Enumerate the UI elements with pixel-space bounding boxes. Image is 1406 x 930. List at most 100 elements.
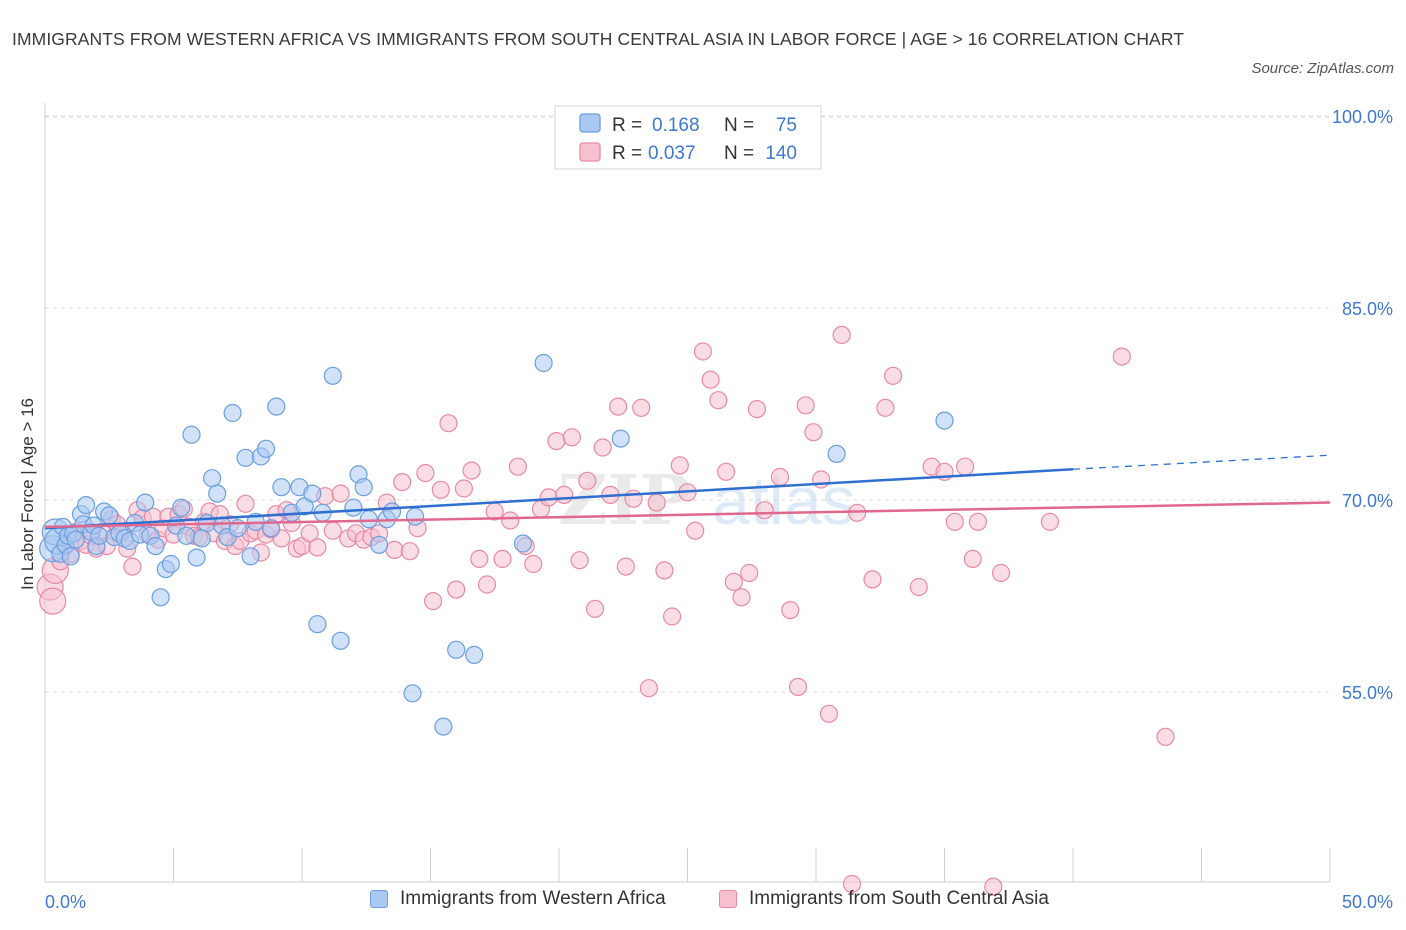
axis-layer: 55.0% 70.0% 85.0% 100.0%: [44, 103, 1393, 883]
point-south-central-asia: [501, 511, 520, 530]
point-south-central-asia: [236, 494, 255, 513]
point-south-central-asia: [639, 679, 659, 698]
point-south-central-asia: [724, 572, 743, 592]
legend-n-label-pink: N =: [724, 143, 754, 164]
point-western-africa: [262, 519, 281, 538]
point-western-africa: [241, 547, 260, 566]
point-western-africa: [331, 631, 350, 650]
legend-swatch-pink: [579, 142, 601, 162]
source-label: Source: ZipAtlas.com: [1251, 60, 1394, 77]
point-south-central-asia: [796, 396, 815, 415]
point-south-central-asia: [616, 557, 635, 576]
point-western-africa: [434, 717, 453, 736]
point-south-central-asia: [804, 423, 823, 442]
point-south-central-asia: [819, 704, 839, 723]
point-south-central-asia: [1040, 512, 1060, 531]
point-western-africa: [344, 498, 363, 517]
point-south-central-asia: [740, 563, 759, 583]
point-south-central-asia: [578, 471, 597, 490]
point-south-central-asia: [608, 397, 628, 416]
point-western-africa: [136, 493, 155, 512]
point-south-central-asia: [477, 575, 497, 594]
legend-label-south-central-asia: Immigrants from South Central Asia: [749, 888, 1049, 909]
point-south-central-asia: [883, 366, 903, 385]
point-western-africa: [267, 397, 286, 416]
legend-r-value-blue: 0.168: [652, 115, 700, 136]
point-western-africa: [203, 469, 222, 488]
point-south-central-asia: [693, 342, 713, 361]
point-western-africa: [256, 439, 276, 458]
point-south-central-asia: [562, 428, 582, 447]
point-south-central-asia: [331, 484, 350, 503]
point-south-central-asia: [539, 488, 558, 507]
point-western-africa: [513, 534, 533, 553]
point-south-central-asia: [439, 414, 458, 433]
point-south-central-asia: [39, 587, 67, 615]
legend-item-western-africa[interactable]: Immigrants from Western Africa: [370, 888, 666, 910]
point-western-africa: [827, 444, 846, 463]
y-tick-label: 70.0%: [1342, 491, 1393, 511]
legend-swatch-south-central-asia: [719, 890, 737, 908]
point-south-central-asia: [701, 370, 720, 389]
trend-line-south-central-asia: [44, 501, 1331, 529]
point-south-central-asia: [963, 549, 982, 569]
legend-swatch-western-africa: [370, 890, 388, 908]
y-tick-label: 100.0%: [1332, 107, 1393, 127]
legend-n-value-pink: 140: [765, 143, 797, 164]
point-western-africa: [611, 429, 630, 448]
watermark-zip: ZIP: [558, 461, 691, 541]
point-south-central-asia: [716, 462, 736, 481]
legend-r-label-pink: R =: [612, 143, 642, 164]
point-south-central-asia: [570, 551, 589, 570]
point-western-africa: [403, 684, 422, 703]
point-south-central-asia: [593, 438, 612, 457]
point-south-central-asia: [123, 557, 142, 576]
trend-line-western-africa-extension: [1072, 454, 1331, 470]
series-western-africa-points: [39, 353, 954, 736]
point-western-africa: [272, 478, 291, 497]
point-south-central-asia: [984, 877, 1003, 896]
point-south-central-asia: [747, 400, 767, 419]
point-south-central-asia: [385, 540, 404, 560]
point-western-africa: [100, 506, 119, 525]
point-south-central-asia: [554, 485, 574, 504]
point-south-central-asia: [585, 599, 605, 618]
point-western-africa: [359, 510, 378, 529]
legend-n-value-blue: 75: [776, 115, 797, 136]
point-south-central-asia: [308, 538, 327, 557]
point-western-africa: [370, 535, 389, 554]
point-south-central-asia: [686, 521, 705, 540]
point-south-central-asia: [393, 473, 412, 492]
legend-r-label-blue: R =: [612, 115, 642, 136]
chart-title: IMMIGRANTS FROM WESTERN AFRICA VS IMMIGR…: [12, 29, 1185, 49]
point-south-central-asia: [470, 549, 489, 569]
point-western-africa: [465, 645, 484, 665]
point-western-africa: [66, 530, 85, 549]
point-south-central-asia: [781, 600, 800, 620]
point-south-central-asia: [431, 480, 450, 499]
point-south-central-asia: [770, 467, 790, 487]
point-western-africa: [182, 425, 201, 444]
legend-label-western-africa: Immigrants from Western Africa: [400, 888, 666, 909]
point-south-central-asia: [945, 512, 964, 531]
point-south-central-asia: [400, 542, 419, 561]
point-south-central-asia: [991, 563, 1011, 583]
point-south-central-asia: [832, 325, 851, 344]
point-western-africa: [406, 507, 425, 526]
point-western-africa: [161, 554, 180, 574]
point-western-africa: [177, 526, 196, 545]
point-south-central-asia: [909, 577, 928, 597]
point-south-central-asia: [755, 501, 774, 520]
series-south-central-asia-points: [36, 325, 1175, 896]
legend-item-south-central-asia[interactable]: Immigrants from South Central Asia: [719, 888, 1049, 910]
point-western-africa: [323, 366, 342, 385]
point-western-africa: [208, 484, 227, 503]
point-western-africa: [76, 496, 96, 515]
point-south-central-asia: [876, 398, 895, 417]
legend-bottom: Immigrants from Western Africa Immigrant…: [0, 888, 1406, 918]
point-south-central-asia: [300, 524, 319, 543]
point-western-africa: [447, 640, 466, 659]
point-south-central-asia: [863, 570, 882, 589]
point-western-africa: [61, 547, 80, 566]
